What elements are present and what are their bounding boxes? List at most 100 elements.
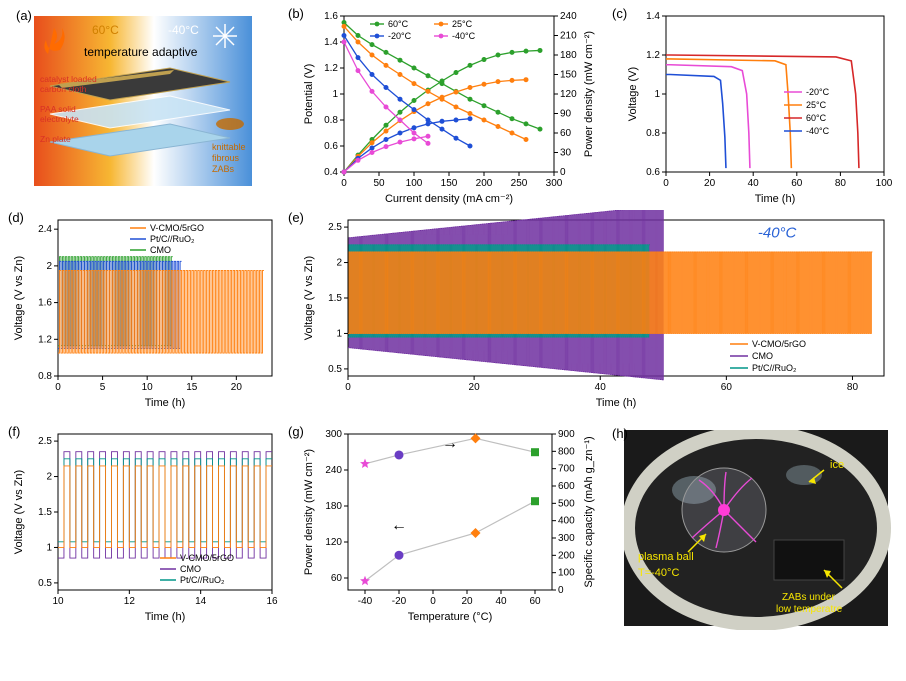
svg-text:Power density (mW cm⁻²): Power density (mW cm⁻²) bbox=[303, 449, 315, 575]
svg-text:fibrous: fibrous bbox=[212, 153, 240, 163]
svg-text:0.8: 0.8 bbox=[38, 371, 52, 382]
svg-text:180: 180 bbox=[560, 50, 577, 61]
temp-annotation: T=-40°C bbox=[638, 567, 679, 579]
panel-c-chart: 0204060801000.60.811.21.4Time (h)Voltage… bbox=[624, 6, 894, 206]
panel-h-photo: ice plasma ball T=-40°C ZABs under low t… bbox=[624, 430, 894, 630]
svg-text:30: 30 bbox=[560, 148, 572, 159]
panel-g-chart: -40-20020406060120180240300Temperature (… bbox=[300, 424, 600, 624]
svg-text:250: 250 bbox=[511, 178, 528, 189]
svg-text:100: 100 bbox=[876, 178, 893, 189]
panel-h: (h) ice plasma ball T=-40°C ZABs under bbox=[624, 430, 894, 630]
svg-text:1: 1 bbox=[332, 89, 338, 100]
panel-h-label: (h) bbox=[612, 426, 628, 441]
svg-text:Voltage (V vs Zn): Voltage (V vs Zn) bbox=[13, 256, 25, 340]
svg-text:-40°C: -40°C bbox=[806, 126, 830, 136]
svg-text:CMO: CMO bbox=[180, 564, 201, 574]
svg-text:20: 20 bbox=[469, 382, 481, 393]
svg-text:900: 900 bbox=[558, 429, 575, 440]
svg-text:Current density (mA cm⁻²): Current density (mA cm⁻²) bbox=[385, 193, 513, 205]
panel-e-chart: 0204060800.511.522.5Time (h)Voltage (V v… bbox=[300, 210, 894, 410]
svg-text:180: 180 bbox=[325, 501, 342, 512]
zab-annotation: ZABs under bbox=[782, 592, 835, 603]
svg-text:16: 16 bbox=[266, 596, 278, 607]
svg-text:Time (h): Time (h) bbox=[755, 193, 796, 205]
svg-text:60: 60 bbox=[529, 596, 541, 607]
panel-g-label: (g) bbox=[288, 424, 304, 439]
cold-temp-label: -40°C bbox=[168, 23, 199, 37]
svg-text:14: 14 bbox=[195, 596, 207, 607]
svg-text:150: 150 bbox=[560, 70, 577, 81]
panel-a-label: (a) bbox=[16, 8, 32, 23]
svg-text:0: 0 bbox=[663, 178, 669, 189]
svg-text:1.4: 1.4 bbox=[324, 37, 338, 48]
snowflake-icon bbox=[213, 24, 237, 48]
svg-text:120: 120 bbox=[560, 89, 577, 100]
svg-text:300: 300 bbox=[325, 429, 342, 440]
svg-text:40: 40 bbox=[748, 178, 760, 189]
plasma-annotation: plasma ball bbox=[638, 551, 694, 563]
svg-text:0.6: 0.6 bbox=[324, 141, 338, 152]
svg-text:0: 0 bbox=[560, 167, 566, 178]
svg-text:Voltage (V vs Zn): Voltage (V vs Zn) bbox=[13, 470, 25, 554]
svg-text:CMO: CMO bbox=[752, 351, 773, 361]
svg-text:12: 12 bbox=[124, 596, 136, 607]
svg-text:120: 120 bbox=[325, 537, 342, 548]
svg-text:2: 2 bbox=[336, 258, 342, 269]
svg-text:2.5: 2.5 bbox=[328, 222, 342, 233]
svg-text:240: 240 bbox=[325, 465, 342, 476]
panel-d-chart: 051015200.81.21.622.4Time (h)Voltage (V … bbox=[10, 210, 280, 410]
panel-b: (b) 0501001502002503000.40.60.811.21.41.… bbox=[300, 6, 600, 206]
svg-text:600: 600 bbox=[558, 481, 575, 492]
svg-text:Pt/C//RuO₂: Pt/C//RuO₂ bbox=[180, 575, 225, 585]
layer3-label: Zn plate bbox=[40, 134, 71, 144]
svg-text:Time (h): Time (h) bbox=[145, 397, 186, 409]
svg-text:300: 300 bbox=[558, 533, 575, 544]
svg-text:10: 10 bbox=[142, 382, 154, 393]
svg-text:V-CMO/5rGO: V-CMO/5rGO bbox=[150, 223, 204, 233]
panel-b-chart: 0501001502002503000.40.60.811.21.41.6Cur… bbox=[300, 6, 600, 206]
svg-text:carbon cloth: carbon cloth bbox=[40, 84, 87, 94]
svg-text:electrolyte: electrolyte bbox=[40, 114, 79, 124]
svg-text:25°C: 25°C bbox=[806, 100, 827, 110]
svg-text:60°C: 60°C bbox=[388, 19, 409, 29]
svg-text:1.6: 1.6 bbox=[324, 11, 338, 22]
svg-text:1.2: 1.2 bbox=[324, 63, 338, 74]
svg-text:700: 700 bbox=[558, 464, 575, 475]
panel-g: (g) -40-20020406060120180240300Temperatu… bbox=[300, 424, 600, 624]
svg-text:V-CMO/5rGO: V-CMO/5rGO bbox=[180, 553, 234, 563]
svg-text:200: 200 bbox=[558, 550, 575, 561]
svg-text:0: 0 bbox=[430, 596, 436, 607]
panel-c-label: (c) bbox=[612, 6, 627, 21]
svg-text:Voltage (V vs Zn): Voltage (V vs Zn) bbox=[303, 256, 315, 340]
svg-text:20: 20 bbox=[461, 596, 473, 607]
panel-f-chart: 101214160.511.522.5Time (h)Voltage (V vs… bbox=[10, 424, 280, 624]
svg-text:→: → bbox=[442, 435, 458, 452]
svg-text:low temperatre: low temperatre bbox=[776, 604, 843, 615]
svg-text:20: 20 bbox=[231, 382, 243, 393]
svg-text:1: 1 bbox=[654, 89, 660, 100]
svg-text:500: 500 bbox=[558, 498, 575, 509]
svg-text:0.6: 0.6 bbox=[646, 167, 660, 178]
svg-text:60: 60 bbox=[560, 128, 572, 139]
svg-text:15: 15 bbox=[186, 382, 198, 393]
panel-f: (f) 101214160.511.522.5Time (h)Voltage (… bbox=[10, 424, 280, 624]
svg-text:240: 240 bbox=[560, 11, 577, 22]
svg-text:0.8: 0.8 bbox=[646, 128, 660, 139]
panel-b-label: (b) bbox=[288, 6, 304, 21]
svg-text:Time (h): Time (h) bbox=[596, 397, 637, 409]
ice-annotation: ice bbox=[830, 459, 844, 471]
svg-text:2.5: 2.5 bbox=[38, 436, 52, 447]
svg-text:CMO: CMO bbox=[150, 245, 171, 255]
panel-e-label: (e) bbox=[288, 210, 304, 225]
svg-text:1.6: 1.6 bbox=[38, 298, 52, 309]
svg-text:2: 2 bbox=[46, 261, 52, 272]
svg-text:-40°C: -40°C bbox=[758, 225, 797, 242]
side-label: knittable bbox=[212, 142, 246, 152]
svg-text:-40°C: -40°C bbox=[452, 31, 476, 41]
svg-text:Voltage (V): Voltage (V) bbox=[627, 67, 639, 121]
svg-text:Specific capacity (mAh g_zn⁻¹): Specific capacity (mAh g_zn⁻¹) bbox=[583, 436, 595, 587]
svg-text:1.5: 1.5 bbox=[38, 507, 52, 518]
svg-text:0.4: 0.4 bbox=[324, 167, 338, 178]
svg-text:1.4: 1.4 bbox=[646, 11, 660, 22]
svg-text:40: 40 bbox=[595, 382, 607, 393]
